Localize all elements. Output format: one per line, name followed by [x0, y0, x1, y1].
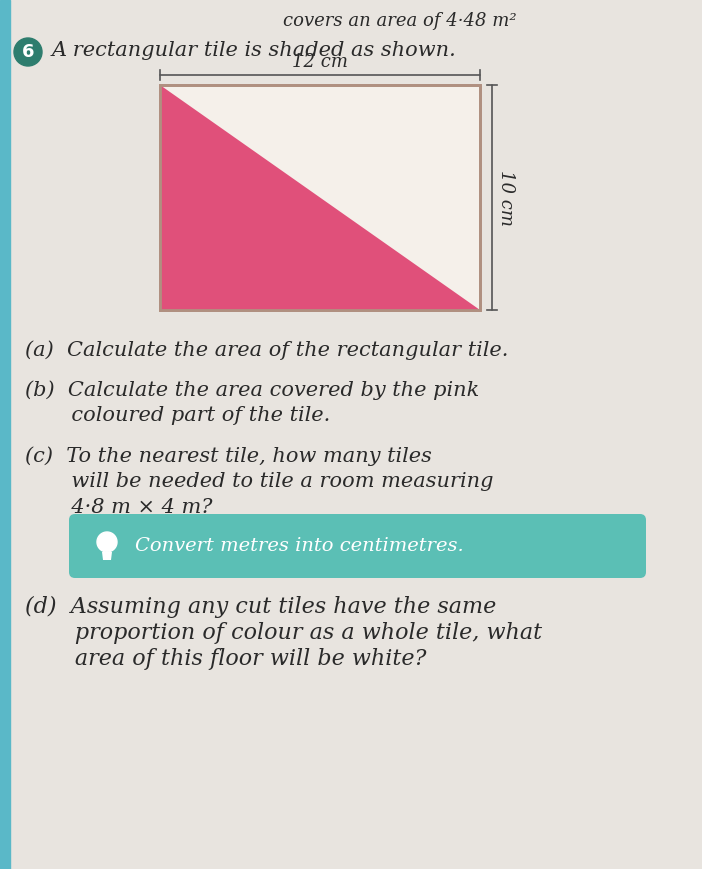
Text: A rectangular tile is shaded as shown.: A rectangular tile is shaded as shown. — [52, 41, 457, 59]
Text: 12 cm: 12 cm — [292, 53, 348, 71]
Bar — [0, 0, 10, 869]
Text: (c)  To the nearest tile, how many tiles: (c) To the nearest tile, how many tiles — [25, 446, 432, 466]
Polygon shape — [97, 532, 117, 552]
Circle shape — [14, 38, 42, 66]
Text: (d)  Assuming any cut tiles have the same: (d) Assuming any cut tiles have the same — [25, 596, 496, 618]
Text: coloured part of the tile.: coloured part of the tile. — [25, 406, 330, 425]
Text: will be needed to tile a room measuring: will be needed to tile a room measuring — [25, 472, 494, 491]
Text: 4·8 m × 4 m?: 4·8 m × 4 m? — [25, 498, 213, 517]
Text: 10 cm: 10 cm — [497, 169, 515, 225]
FancyBboxPatch shape — [69, 514, 646, 578]
Bar — [160, 85, 480, 310]
Text: (b)  Calculate the area covered by the pink: (b) Calculate the area covered by the pi… — [25, 380, 479, 400]
Text: covers an area of 4·48 m²: covers an area of 4·48 m² — [283, 12, 517, 30]
Text: Convert metres into centimetres.: Convert metres into centimetres. — [135, 537, 464, 555]
Bar — [160, 85, 480, 310]
Text: 6: 6 — [22, 43, 34, 61]
Polygon shape — [160, 85, 480, 310]
Text: proportion of colour as a whole tile, what: proportion of colour as a whole tile, wh… — [25, 622, 542, 644]
Text: area of this floor will be white?: area of this floor will be white? — [25, 648, 426, 670]
Text: (a)  Calculate the area of the rectangular tile.: (a) Calculate the area of the rectangula… — [25, 340, 508, 360]
Polygon shape — [102, 552, 112, 560]
